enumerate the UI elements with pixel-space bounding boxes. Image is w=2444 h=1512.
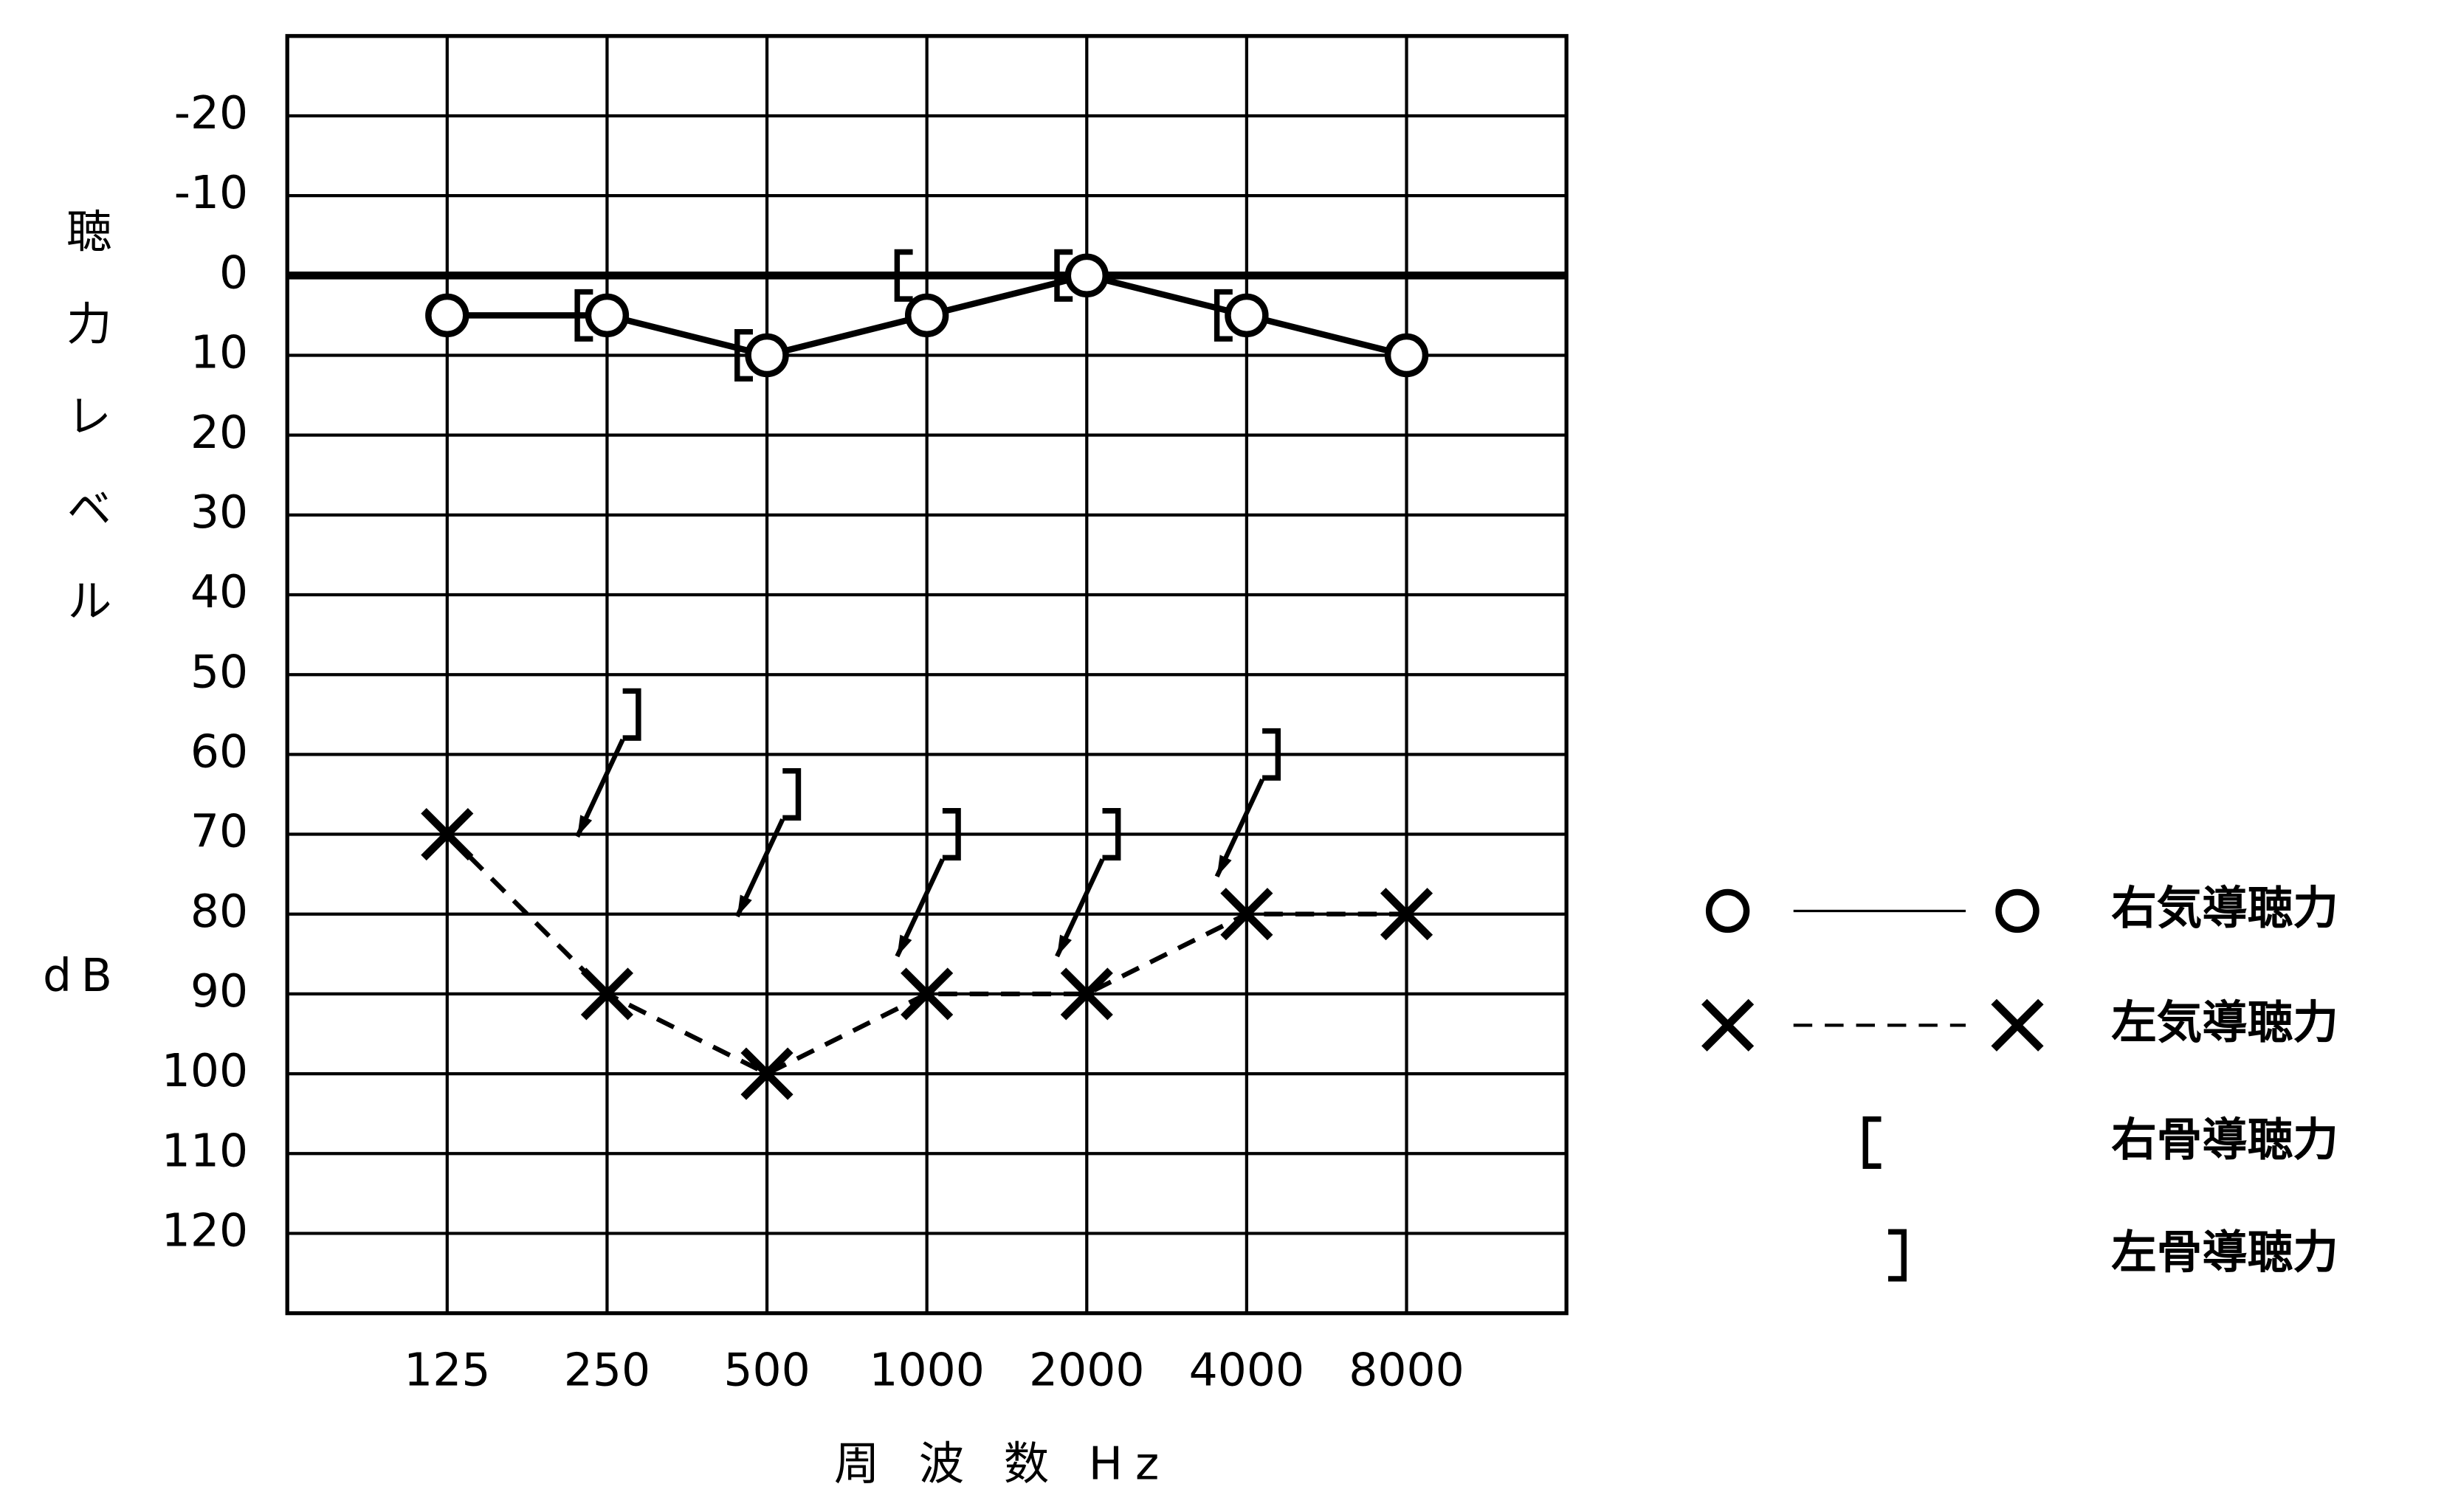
y-tick-label: 120 — [162, 1204, 248, 1257]
y-tick-label: 80 — [190, 885, 248, 938]
marker-cross — [421, 807, 474, 861]
marker-bracket-right — [1102, 808, 1121, 861]
x-tick-label: 500 — [723, 1343, 810, 1396]
legend-label: 左骨導聴力 — [2111, 1226, 2338, 1279]
marker-circle — [425, 293, 469, 338]
y-tick-label: 40 — [190, 565, 248, 618]
y-tick-label: -10 — [174, 166, 248, 219]
no-response-arrowhead — [897, 934, 912, 957]
y-tick-label: 70 — [190, 805, 248, 858]
x-tick-label: 4000 — [1189, 1343, 1305, 1396]
legend-label: 右気導聴力 — [2111, 882, 2338, 935]
y-tick-label: 20 — [190, 406, 248, 459]
marker-circle — [1384, 333, 1429, 378]
y-tick-label: 90 — [190, 964, 248, 1018]
marker-cross — [901, 967, 954, 1021]
x-tick-label: 125 — [404, 1343, 490, 1396]
x-tick-label: 250 — [564, 1343, 650, 1396]
y-tick-label: -20 — [174, 86, 248, 139]
y-tick-label: 10 — [190, 326, 248, 379]
marker-cross — [740, 1047, 794, 1100]
marker-circle — [1064, 253, 1109, 298]
no-response-arrowhead — [577, 815, 593, 837]
marker-cross — [1701, 998, 1755, 1052]
marker-bracket-left — [1054, 249, 1073, 302]
marker-bracket-left — [574, 289, 593, 342]
marker-circle — [585, 293, 630, 338]
y-tick-label: 60 — [190, 725, 248, 778]
marker-bracket-left — [1214, 289, 1233, 342]
y-tick-label: 50 — [190, 645, 248, 698]
marker-bracket-left — [894, 249, 913, 302]
x-tick-label: 1000 — [869, 1343, 985, 1396]
marker-cross — [1991, 998, 2044, 1052]
no-response-arrowhead — [1056, 934, 1072, 957]
legend-label: 左気導聴力 — [2111, 995, 2338, 1049]
marker-bracket-left — [734, 328, 753, 382]
marker-bracket-left — [1862, 1116, 1882, 1169]
y-tick-label: 0 — [219, 246, 248, 299]
marker-bracket-right — [622, 688, 641, 741]
marker-cross — [1060, 967, 1113, 1021]
legend-label: 右骨導聴力 — [2111, 1114, 2338, 1167]
no-response-arrowhead — [737, 894, 752, 916]
x-tick-label: 8000 — [1349, 1343, 1464, 1396]
marker-bracket-right — [1262, 728, 1281, 781]
y-tick-label: 110 — [162, 1124, 248, 1177]
marker-circle — [1225, 293, 1269, 338]
marker-cross — [1380, 888, 1433, 941]
x-tick-label: 2000 — [1029, 1343, 1145, 1396]
y-tick-label: 30 — [190, 486, 248, 539]
y-tick-label: 100 — [162, 1044, 248, 1097]
marker-bracket-right — [942, 808, 961, 861]
y-axis-unit: dB — [43, 949, 122, 1002]
marker-circle — [904, 293, 949, 338]
marker-circle — [1995, 888, 2039, 933]
y-axis-label: 聴力レベル — [58, 207, 111, 669]
marker-bracket-right — [1888, 1229, 1907, 1282]
marker-bracket-right — [782, 767, 802, 821]
marker-circle — [745, 333, 789, 378]
x-axis-label: 周 波 数 Hz — [834, 1437, 1171, 1491]
marker-cross — [580, 967, 633, 1021]
no-response-arrowhead — [1216, 855, 1232, 877]
marker-cross — [1220, 888, 1273, 941]
marker-circle — [1705, 888, 1750, 933]
